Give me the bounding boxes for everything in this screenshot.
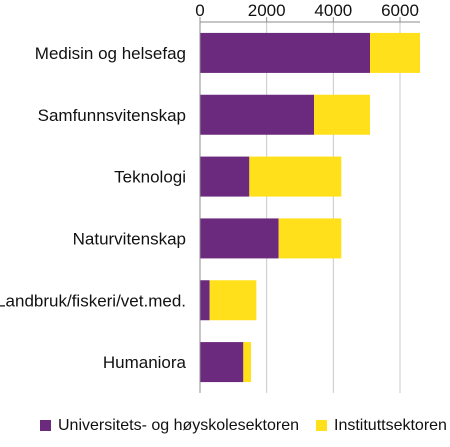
- category-label-4: Landbruk/fiskeri/vet.med.: [0, 291, 186, 310]
- bar-institutt-5: [243, 342, 251, 383]
- bar-uh-sektor-1: [200, 94, 314, 135]
- tick-label-0: 0: [195, 1, 204, 20]
- bar-uh-sektor-4: [200, 280, 210, 321]
- bar-uh-sektor-0: [200, 32, 370, 73]
- bar-institutt-0: [370, 32, 420, 73]
- bar-institutt-4: [209, 280, 257, 321]
- legend: Universitets- og høyskolesektoren Institu…: [40, 417, 447, 434]
- category-label-1: Samfunnsvitenskap: [38, 106, 186, 125]
- bar-uh-sektor-5: [200, 342, 244, 383]
- tick-label-6000: 6000: [381, 1, 419, 20]
- legend-label-0: Universitets- og høyskolesektoren: [58, 417, 299, 434]
- legend-swatch-1: [316, 420, 327, 431]
- bar-institutt-3: [278, 218, 342, 259]
- category-label-5: Humaniora: [103, 353, 187, 372]
- gridlines: [266, 22, 401, 393]
- bar-institutt-2: [249, 156, 342, 197]
- bars: [200, 32, 420, 383]
- category-labels: Medisin og helsefag Samfunnsvitenskap Tekn…: [0, 44, 187, 372]
- bar-institutt-1: [314, 94, 370, 135]
- category-label-0: Medisin og helsefag: [35, 44, 186, 63]
- category-label-2: Teknologi: [114, 168, 186, 187]
- tick-label-2000: 2000: [248, 1, 286, 20]
- legend-swatch-0: [40, 420, 51, 431]
- bar-uh-sektor-3: [200, 218, 279, 259]
- tick-label-4000: 4000: [314, 1, 352, 20]
- bar-uh-sektor-2: [200, 156, 250, 197]
- category-label-3: Naturvitenskap: [73, 229, 186, 248]
- x-axis-ticks: 0 2000 4000 6000: [195, 1, 419, 22]
- legend-label-1: Instituttsektoren: [334, 417, 447, 434]
